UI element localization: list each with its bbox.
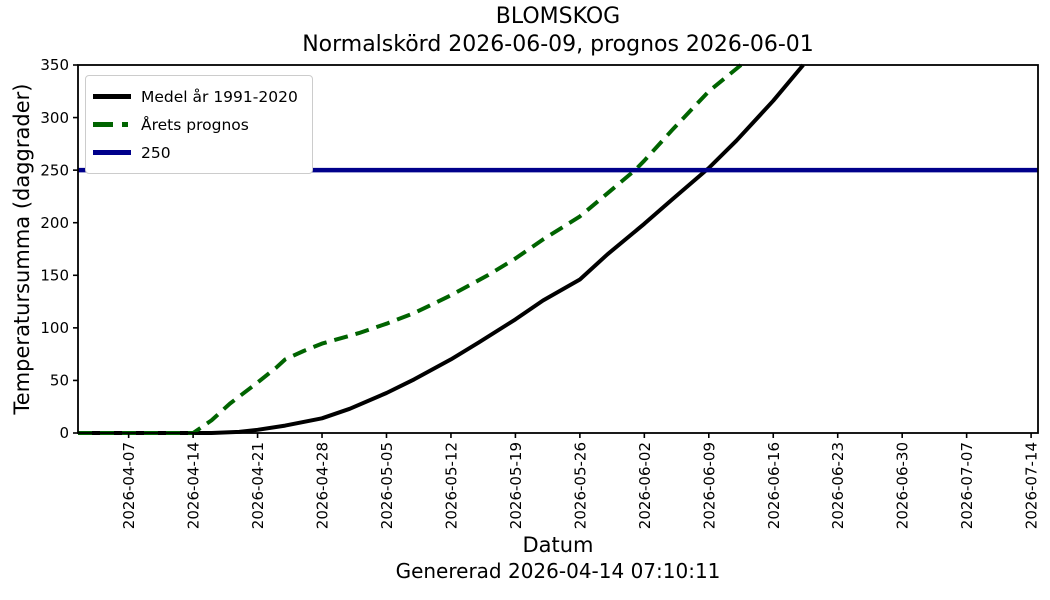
chart-title: BLOMSKOG — [495, 4, 621, 29]
legend-label-threshold: 250 — [141, 143, 171, 162]
x-tick-label: 2026-06-02 — [636, 442, 654, 529]
legend-label-prognos: Årets prognos — [141, 115, 249, 134]
y-tick-label: 50 — [50, 372, 69, 390]
legend-line-swatch-medel — [93, 94, 131, 99]
x-tick-label: 2026-05-19 — [507, 442, 525, 529]
x-tick-label: 2026-04-21 — [249, 442, 267, 529]
y-tick-label: 150 — [40, 266, 69, 284]
x-tick-label: 2026-06-09 — [700, 442, 718, 529]
y-tick-label: 350 — [40, 56, 69, 74]
x-tick-label: 2026-05-12 — [442, 442, 460, 529]
x-tick-label: 2026-06-30 — [894, 442, 912, 529]
legend-item-threshold: 250 — [92, 140, 302, 165]
legend-line-swatch-threshold — [93, 150, 131, 155]
y-tick-label: 100 — [40, 319, 69, 337]
y-tick-label: 250 — [40, 161, 69, 179]
legend-label-medel: Medel år 1991-2020 — [141, 87, 298, 106]
y-axis-label: Temperatursumma (daggrader) — [10, 83, 34, 415]
x-tick-label: 2026-04-14 — [185, 442, 203, 529]
x-tick-label: 2026-04-28 — [314, 442, 332, 529]
x-tick-label: 2026-04-07 — [120, 442, 138, 529]
y-tick-label: 0 — [59, 424, 69, 442]
x-tick-label: 2026-06-23 — [829, 442, 847, 529]
legend: Medel år 1991-2020 Årets prognos 250 — [85, 75, 313, 174]
x-tick-label: 2026-05-26 — [571, 442, 589, 529]
plot-frame — [77, 64, 1039, 434]
series-line-prognos — [78, 63, 743, 435]
chart-subtitle: Normalskörd 2026-06-09, prognos 2026-06-… — [302, 32, 814, 57]
legend-item-medel: Medel år 1991-2020 — [92, 84, 302, 109]
x-tick-label: 2026-07-07 — [958, 442, 976, 529]
x-axis-label: Datum — [522, 533, 594, 557]
legend-line-swatch-prognos — [93, 122, 131, 127]
x-tick-label: 2026-05-05 — [378, 442, 396, 529]
legend-item-prognos: Årets prognos — [92, 112, 302, 137]
series-line-medel — [78, 63, 805, 435]
y-tick-label: 200 — [40, 214, 69, 232]
generated-timestamp: Genererad 2026-04-14 07:10:11 — [395, 559, 721, 583]
x-tick-label: 2026-07-14 — [1023, 442, 1041, 529]
y-tick-label: 300 — [40, 109, 69, 127]
x-tick-label: 2026-06-16 — [765, 442, 783, 529]
